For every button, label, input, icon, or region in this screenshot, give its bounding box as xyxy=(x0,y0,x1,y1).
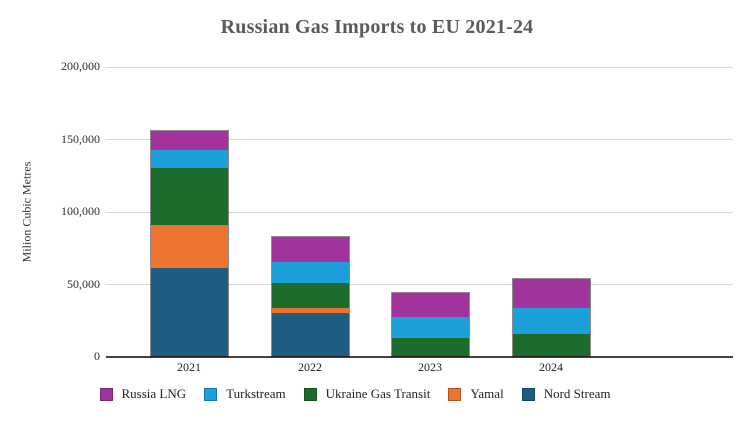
legend-label: Russia LNG xyxy=(121,386,187,401)
bar-segment-2021-ukraine-gas-transit xyxy=(150,167,228,225)
legend-label: Ukraine Gas Transit xyxy=(325,386,431,401)
bar-2022 xyxy=(270,235,350,357)
legend-item-russia-lng: Russia LNG xyxy=(99,386,187,402)
legend-item-turkstream: Turkstream xyxy=(204,386,286,402)
y-tick-label: 0 xyxy=(94,349,100,363)
gridline-150000 xyxy=(106,139,733,140)
bar-segment-2021-turkstream xyxy=(150,149,228,168)
legend-label: Turkstream xyxy=(226,386,286,401)
chart-title: Russian Gas Imports to EU 2021-24 xyxy=(220,16,534,38)
bar-2024 xyxy=(511,277,591,357)
y-tick-label: 200,000 xyxy=(61,59,100,73)
legend-swatch-icon xyxy=(303,387,317,401)
gridline-200000 xyxy=(106,66,733,68)
y-tick-label: 150,000 xyxy=(61,131,100,146)
legend-swatch-icon xyxy=(521,387,535,401)
bar-2023 xyxy=(390,291,470,357)
legend-swatch-icon xyxy=(448,387,462,401)
bar-segment-2021-yamal xyxy=(150,224,228,269)
gridline-50000 xyxy=(106,284,733,285)
bar-segment-2024-turkstream xyxy=(512,307,590,335)
bar-segment-2023-ukraine-gas-transit xyxy=(391,337,469,356)
legend-item-yamal: Yamal xyxy=(448,386,504,402)
bar-segment-2022-yamal xyxy=(271,307,349,313)
y-tick-label: 50,000 xyxy=(67,276,100,291)
bar-segment-2024-russia-lng xyxy=(512,278,590,308)
gridline-100000 xyxy=(106,211,733,213)
bar-segment-2024-ukraine-gas-transit xyxy=(512,334,590,356)
legend-label: Nord Stream xyxy=(543,386,611,401)
x-tick-label-2022: 2022 xyxy=(298,360,322,374)
legend: Russia LNG Turkstream Ukraine Gas Transit Y… xyxy=(0,386,710,402)
plot-area xyxy=(106,66,733,358)
bar-segment-2023-russia-lng xyxy=(391,292,469,318)
legend-swatch-icon xyxy=(99,387,113,401)
bar-segment-2022-ukraine-gas-transit xyxy=(271,282,349,308)
legend-label: Yamal xyxy=(470,386,504,401)
bar-segment-2021-nord-stream xyxy=(150,268,228,356)
bar-segment-2022-russia-lng xyxy=(271,236,349,262)
bar-segment-2022-turkstream xyxy=(271,261,349,283)
bar-segment-2021-russia-lng xyxy=(150,131,228,150)
y-tick-label: 100,000 xyxy=(61,204,100,218)
bar-segment-2023-turkstream xyxy=(391,317,469,338)
legend-item-nord-stream: Nord Stream xyxy=(521,386,611,402)
x-tick-label-2023: 2023 xyxy=(418,360,442,374)
legend-item-ukraine-gas-transit: Ukraine Gas Transit xyxy=(303,386,431,402)
legend-swatch-icon xyxy=(204,387,218,401)
x-axis-line xyxy=(106,356,733,358)
x-tick-label-2021: 2021 xyxy=(177,360,201,374)
bar-segment-2022-nord-stream xyxy=(271,312,349,356)
bar-2021 xyxy=(149,130,229,357)
x-tick-label-2024: 2024 xyxy=(539,360,563,374)
